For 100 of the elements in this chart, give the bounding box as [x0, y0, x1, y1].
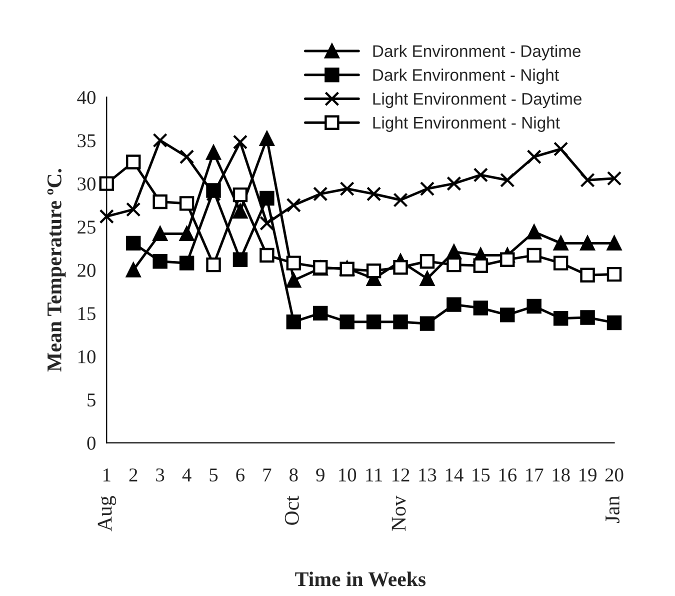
point [580, 236, 595, 251]
legend-label: Light Environment - Daytime [373, 92, 582, 108]
point [206, 145, 221, 160]
point [366, 263, 382, 278]
point [606, 266, 622, 282]
point [526, 248, 542, 263]
x-tick-label: 19 [580, 468, 596, 482]
point [232, 252, 248, 267]
x-tick-label: 1 [104, 468, 110, 482]
x-tick-label: 16 [499, 468, 517, 482]
y-tick-label: 5 [88, 394, 96, 407]
x-tick-label: 15 [472, 468, 490, 482]
text: Aug [98, 496, 116, 532]
point [126, 236, 141, 251]
point [152, 133, 168, 148]
x-tick-label: 13 [419, 468, 436, 482]
point [99, 176, 114, 191]
point [526, 224, 542, 240]
x-axis-title: Time in Weeks [295, 572, 426, 586]
point [393, 260, 408, 275]
point [606, 171, 622, 186]
point [152, 254, 168, 269]
x-tick-label: 11 [366, 468, 382, 482]
point [366, 314, 382, 330]
legend-label: Dark Environment - Night [373, 68, 559, 84]
x-tick-label: 7 [263, 468, 272, 482]
legend-label: Dark Environment - Daytime [373, 44, 581, 60]
y-tick-label: 35 [78, 134, 96, 148]
point [179, 149, 194, 164]
x-tick-label: 2 [129, 468, 138, 482]
point [420, 254, 435, 269]
point [99, 209, 114, 224]
x-tick-label: 3 [156, 468, 164, 482]
point [313, 306, 328, 321]
point [446, 257, 462, 272]
x-tick-label: 14 [446, 468, 464, 482]
point [420, 271, 435, 286]
point [526, 298, 542, 314]
point [606, 315, 622, 330]
x-tick-label: 20 [605, 468, 624, 482]
point [206, 257, 221, 272]
x-tick-label: 6 [236, 468, 245, 482]
y-tick-label: 15 [78, 307, 96, 320]
point [286, 256, 302, 270]
y-tick-label: 0 [87, 436, 96, 450]
point [580, 268, 595, 283]
point [473, 300, 488, 316]
point [420, 181, 435, 196]
point [420, 316, 435, 331]
point [553, 311, 568, 326]
point [553, 142, 568, 156]
point [606, 236, 622, 251]
legend-label: Light Environment - Night [373, 116, 560, 132]
x-tick-label: 8 [290, 468, 298, 482]
text: Jan [606, 496, 620, 523]
point [286, 314, 302, 330]
x-tick-label: 4 [182, 468, 192, 482]
point [260, 216, 274, 231]
point [126, 154, 141, 170]
x-tick-label: 17 [526, 468, 544, 482]
point [232, 204, 248, 219]
x-tick-label: 12 [392, 468, 410, 482]
point [340, 314, 354, 330]
point [580, 310, 595, 325]
y-tick-label: 10 [78, 350, 96, 364]
point [473, 168, 488, 182]
y-tick-label: 40 [77, 90, 96, 104]
point [500, 308, 515, 322]
point [526, 149, 542, 164]
point [393, 192, 408, 208]
y-tick-label: 30 [78, 177, 96, 191]
text: Oct [284, 496, 299, 525]
point [313, 186, 328, 202]
point [286, 273, 302, 288]
point [286, 198, 302, 213]
point [393, 314, 408, 330]
point [340, 181, 354, 196]
point [232, 187, 248, 202]
x-tick-label: 10 [339, 468, 356, 482]
point [232, 134, 248, 150]
point [500, 172, 515, 188]
point [446, 297, 462, 312]
point [473, 258, 488, 274]
point [179, 226, 194, 242]
y-tick-label: 25 [78, 220, 96, 234]
point [152, 194, 168, 210]
point [179, 196, 194, 211]
point [126, 262, 141, 278]
x-tick-label: 5 [210, 468, 218, 482]
point [553, 256, 568, 270]
point [446, 176, 462, 191]
y-tick-label: 20 [78, 264, 96, 277]
x-tick-label: 18 [552, 468, 570, 482]
text: Nov [392, 496, 406, 531]
point [152, 226, 168, 242]
y-axis-title: Mean Temperature ºC. [47, 168, 66, 372]
point [366, 186, 382, 202]
point [260, 190, 274, 206]
point [553, 236, 568, 251]
point [179, 256, 194, 270]
